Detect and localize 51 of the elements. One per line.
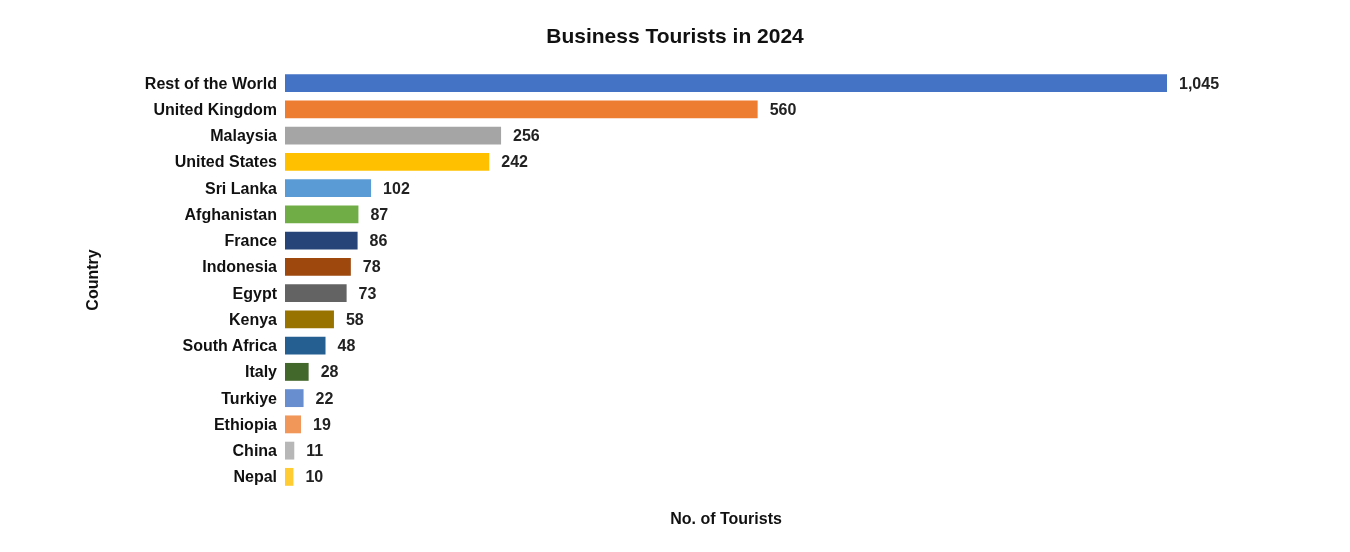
y-tick-label: China	[232, 442, 278, 460]
y-tick-label: Italy	[244, 363, 278, 381]
bar	[285, 336, 326, 355]
data-label: 256	[513, 127, 540, 145]
y-axis-title: Country	[83, 249, 101, 311]
bar	[285, 415, 302, 434]
y-tick-label: Turkiye	[221, 389, 278, 407]
y-tick-label: Kenya	[228, 310, 278, 328]
y-tick-label: South Africa	[182, 337, 278, 355]
bar	[285, 100, 758, 119]
data-label: 48	[337, 337, 356, 355]
bar	[285, 257, 351, 276]
y-tick-label: United States	[174, 153, 278, 171]
y-tick-label: Sri Lanka	[204, 179, 278, 197]
bar	[285, 310, 334, 329]
data-label: 242	[501, 153, 529, 171]
bar	[285, 362, 309, 381]
bar	[285, 467, 294, 486]
data-label: 86	[369, 232, 388, 250]
data-label: 87	[370, 205, 389, 223]
y-tick-label: Malaysia	[210, 127, 278, 145]
y-tick-label: United Kingdom	[153, 100, 277, 118]
data-label: 11	[306, 442, 324, 460]
data-label: 1,045	[1179, 74, 1220, 92]
y-tick-label: Rest of the World	[144, 74, 277, 92]
chart-title: Business Tourists in 2024	[546, 24, 805, 47]
bar	[285, 231, 358, 250]
data-label: 78	[362, 258, 381, 276]
bar	[285, 126, 502, 145]
y-tick-label: Indonesia	[202, 258, 278, 276]
data-label: 10	[305, 468, 324, 486]
y-tick-label: Afghanistan	[184, 205, 277, 223]
bar	[285, 179, 372, 198]
bar	[285, 74, 1167, 93]
bar	[285, 284, 347, 303]
bar	[285, 152, 490, 171]
bar	[285, 205, 359, 224]
data-label: 102	[383, 179, 410, 197]
y-tick-label: Egypt	[232, 284, 278, 302]
data-label: 58	[345, 310, 364, 328]
bar	[285, 441, 295, 460]
bar	[285, 389, 304, 408]
data-label: 28	[320, 363, 339, 381]
data-label: 73	[358, 284, 377, 302]
y-tick-label: Nepal	[233, 468, 277, 486]
data-label: 19	[313, 415, 331, 433]
data-label: 22	[315, 389, 334, 407]
y-tick-label: Ethiopia	[213, 415, 278, 433]
y-tick-label: France	[224, 232, 278, 250]
data-label: 560	[769, 100, 797, 118]
x-axis-title: No. of Tourists	[670, 509, 782, 527]
